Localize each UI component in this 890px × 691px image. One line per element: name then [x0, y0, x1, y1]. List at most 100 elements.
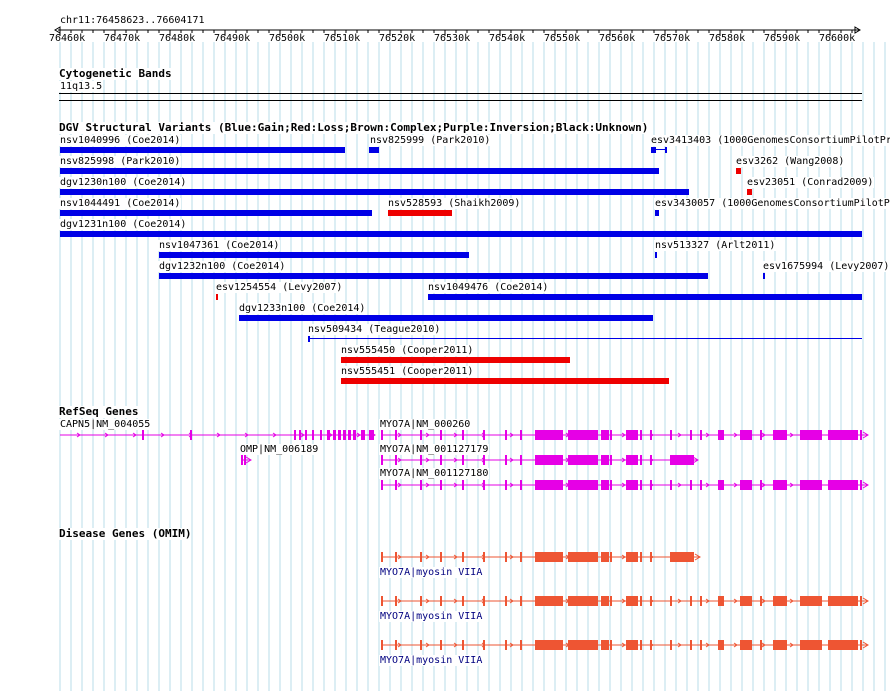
- gene-exon-cluster: [740, 596, 752, 606]
- strand-arrow-icon: [397, 482, 402, 488]
- strand-arrow-icon: [761, 598, 766, 604]
- variant-bar-gain[interactable]: [655, 252, 657, 258]
- gene-exon: [520, 552, 522, 562]
- gene-exon: [483, 596, 485, 606]
- gene-exon-cluster: [601, 596, 609, 606]
- strand-arrow-icon: [425, 457, 430, 463]
- strand-arrow-icon: [160, 432, 165, 438]
- gene-exon: [520, 596, 522, 606]
- variant-label: esv1254554 (Levy2007): [215, 282, 344, 293]
- gene-exon: [381, 596, 383, 606]
- variant-bar-gain[interactable]: [665, 147, 667, 153]
- gene-exon-cluster: [568, 430, 598, 440]
- gene-exon: [440, 596, 442, 606]
- variant-bar-gain[interactable]: [159, 273, 708, 279]
- variant-bar-gain[interactable]: [428, 294, 862, 300]
- variant-bar-gain-connector: [310, 338, 862, 339]
- strand-arrow-icon: [705, 642, 710, 648]
- gene-exon: [670, 552, 672, 562]
- gene-exon-cluster: [568, 455, 598, 465]
- gene-exon-cluster: [568, 480, 598, 490]
- omim-gene-model: [381, 640, 869, 650]
- variant-bar-loss[interactable]: [736, 168, 741, 174]
- omim-gene-model: [381, 596, 869, 606]
- variant-bar-gain[interactable]: [60, 210, 372, 216]
- gene-exon: [650, 640, 652, 650]
- gene-exon: [820, 596, 822, 606]
- gene-exon: [820, 640, 822, 650]
- strand-arrow-icon: [453, 432, 458, 438]
- gene-exon: [483, 480, 485, 490]
- omim-gene-label: MYO7A|myosin VIIA: [379, 611, 484, 622]
- variant-bar-loss[interactable]: [341, 357, 570, 363]
- variant-bar-gain[interactable]: [60, 189, 689, 195]
- strand-arrow-icon: [621, 554, 626, 560]
- variant-label: nsv555450 (Cooper2011): [340, 345, 475, 356]
- variant-label: esv1675994 (Levy2007): [762, 261, 890, 272]
- ruler-tick-label: 76560k: [599, 33, 636, 44]
- gene-exon-cluster: [343, 430, 346, 440]
- variant-bar-gain[interactable]: [369, 147, 379, 153]
- variant-bar-gain[interactable]: [60, 168, 659, 174]
- variant-bar-gain[interactable]: [60, 147, 345, 153]
- strand-arrow-icon: [705, 432, 710, 438]
- dgv-track-title[interactable]: DGV Structural Variants (Blue:Gain;Red:L…: [59, 121, 649, 134]
- gene-exon-cluster: [369, 430, 374, 440]
- gene-exon-cluster: [800, 430, 820, 440]
- strand-arrow-icon: [789, 642, 794, 648]
- cytoband-track-title[interactable]: Cytogenetic Bands: [59, 67, 172, 80]
- strand-arrow-icon: [453, 457, 458, 463]
- refseq-track-title[interactable]: RefSeq Genes: [59, 405, 139, 418]
- gene-label: OMP|NM_006189: [239, 444, 320, 455]
- ruler-tick-label: 76570k: [654, 33, 691, 44]
- variant-bar-loss[interactable]: [341, 378, 669, 384]
- scroll-right-arrow-icon[interactable]: [854, 26, 861, 34]
- gene-exon-cluster: [800, 480, 820, 490]
- strand-arrow-icon: [761, 642, 766, 648]
- gene-exon: [440, 552, 442, 562]
- gene-label: MYO7A|NM_001127179: [379, 444, 490, 455]
- ruler-range-label: chr11:76458623..76604171: [59, 15, 206, 26]
- ruler-tick-label: 76550k: [544, 33, 581, 44]
- variant-bar-gain[interactable]: [60, 231, 862, 237]
- gene-exon: [700, 596, 702, 606]
- variant-bar-gain[interactable]: [763, 273, 765, 279]
- gene-exon: [395, 430, 397, 440]
- omim-track-title[interactable]: Disease Genes (OMIM): [59, 527, 192, 540]
- gene-exon: [142, 430, 144, 440]
- strand-arrow-icon: [425, 642, 430, 648]
- variant-bar-gain[interactable]: [239, 315, 653, 321]
- ruler-tick-label: 76590k: [764, 33, 801, 44]
- gene-exon: [483, 640, 485, 650]
- variant-bar-gain[interactable]: [655, 210, 659, 216]
- coordinate-ruler[interactable]: [0, 0, 890, 50]
- gene-exon: [520, 480, 522, 490]
- variant-bar-loss[interactable]: [388, 210, 452, 216]
- gene-exon: [395, 596, 397, 606]
- strand-arrow-icon: [397, 554, 402, 560]
- variant-label: dgv1230n100 (Coe2014): [59, 177, 188, 188]
- cytoband-line-upper: [59, 93, 862, 94]
- gene-exon-cluster: [800, 640, 820, 650]
- gene-exon-cluster: [626, 640, 638, 650]
- strand-arrow-icon: [453, 554, 458, 560]
- variant-bar-loss[interactable]: [216, 294, 218, 300]
- variant-label: nsv528593 (Shaikh2009): [387, 198, 522, 209]
- gene-exon: [462, 552, 464, 562]
- variant-bar-loss[interactable]: [747, 189, 752, 195]
- gene-exon: [505, 430, 507, 440]
- variant-label: esv23051 (Conrad2009): [746, 177, 875, 188]
- gene-exon-cluster: [773, 596, 787, 606]
- variant-bar-gain[interactable]: [308, 336, 310, 342]
- strand-arrow-icon: [425, 482, 430, 488]
- variant-bar-gain[interactable]: [651, 147, 656, 153]
- strand-arrow-icon: [509, 554, 514, 560]
- gene-omp: [241, 455, 252, 465]
- strand-arrow-icon: [272, 432, 277, 438]
- ruler-tick-label: 76490k: [214, 33, 251, 44]
- strand-arrow-icon: [509, 642, 514, 648]
- strand-arrow-icon: [862, 431, 869, 439]
- gene-exon: [520, 640, 522, 650]
- strand-arrow-icon: [425, 432, 430, 438]
- variant-bar-gain[interactable]: [159, 252, 469, 258]
